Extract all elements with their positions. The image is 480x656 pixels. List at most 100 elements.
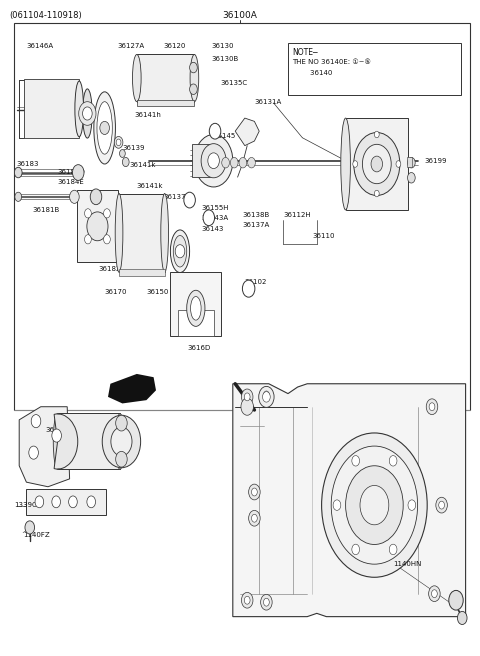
Circle shape	[241, 398, 253, 415]
Circle shape	[114, 136, 123, 148]
Circle shape	[120, 150, 125, 157]
Ellipse shape	[191, 297, 201, 320]
Polygon shape	[235, 118, 259, 146]
Ellipse shape	[161, 194, 168, 272]
Circle shape	[264, 391, 269, 399]
Text: 36146A: 36146A	[26, 43, 54, 49]
Text: 36130: 36130	[211, 43, 234, 49]
Ellipse shape	[341, 118, 350, 210]
Circle shape	[352, 455, 360, 466]
Circle shape	[244, 596, 250, 604]
Text: 36135C: 36135C	[221, 80, 248, 87]
Circle shape	[241, 592, 253, 608]
Circle shape	[104, 235, 110, 244]
Text: 3: 3	[213, 129, 217, 134]
Circle shape	[111, 427, 132, 456]
Circle shape	[261, 594, 272, 610]
Ellipse shape	[75, 81, 84, 137]
Ellipse shape	[97, 102, 112, 154]
Circle shape	[79, 102, 96, 125]
Ellipse shape	[94, 92, 115, 164]
Circle shape	[116, 451, 127, 467]
Ellipse shape	[173, 236, 187, 267]
Circle shape	[116, 415, 127, 431]
Ellipse shape	[83, 89, 92, 138]
Text: 1140HN: 1140HN	[394, 561, 422, 567]
Ellipse shape	[115, 194, 123, 272]
Bar	[77, 190, 118, 262]
Ellipse shape	[116, 413, 124, 470]
Circle shape	[252, 488, 257, 496]
Circle shape	[426, 399, 438, 415]
Text: (061104-110918): (061104-110918)	[10, 11, 83, 20]
Circle shape	[14, 167, 22, 178]
Circle shape	[436, 497, 447, 513]
Text: THE NO 36140E: ①~⑤: THE NO 36140E: ①~⑤	[292, 59, 371, 65]
Circle shape	[102, 415, 141, 468]
Text: 36183: 36183	[17, 161, 39, 167]
Wedge shape	[54, 414, 78, 469]
Circle shape	[84, 209, 91, 218]
Circle shape	[230, 157, 238, 168]
Text: 36140: 36140	[292, 70, 332, 76]
Circle shape	[87, 212, 108, 241]
Text: 36155H: 36155H	[202, 205, 229, 211]
Ellipse shape	[190, 54, 199, 102]
Circle shape	[175, 245, 185, 258]
Circle shape	[104, 209, 110, 218]
Circle shape	[346, 466, 403, 544]
Text: 36127A: 36127A	[118, 43, 145, 49]
Bar	[58, 413, 120, 469]
Text: 36170: 36170	[105, 289, 127, 295]
Text: 36139: 36139	[122, 144, 145, 151]
Circle shape	[249, 484, 260, 500]
Circle shape	[208, 153, 219, 169]
Text: NOTE─: NOTE─	[292, 48, 317, 57]
Circle shape	[429, 586, 440, 602]
Circle shape	[331, 446, 418, 564]
Circle shape	[322, 433, 427, 577]
Polygon shape	[108, 374, 156, 403]
Circle shape	[360, 485, 389, 525]
Circle shape	[25, 521, 35, 534]
Bar	[14, 23, 470, 410]
Circle shape	[333, 500, 341, 510]
Circle shape	[242, 280, 255, 297]
Text: 3616D: 3616D	[187, 344, 210, 351]
Circle shape	[201, 144, 226, 178]
Circle shape	[69, 496, 77, 508]
Text: 4: 4	[188, 197, 192, 203]
Circle shape	[263, 392, 270, 402]
Circle shape	[374, 131, 379, 138]
Circle shape	[408, 500, 416, 510]
Circle shape	[72, 165, 84, 180]
Circle shape	[190, 84, 197, 94]
Circle shape	[87, 496, 96, 508]
Circle shape	[52, 429, 61, 442]
Circle shape	[396, 161, 401, 167]
Text: 36182: 36182	[98, 266, 121, 272]
Bar	[192, 144, 210, 177]
Text: 36102: 36102	[245, 279, 267, 285]
Circle shape	[408, 157, 415, 168]
Bar	[137, 54, 194, 102]
Circle shape	[241, 389, 253, 405]
Text: 36199: 36199	[425, 157, 447, 164]
Text: 36143: 36143	[202, 226, 224, 232]
Circle shape	[248, 157, 255, 168]
Circle shape	[354, 133, 400, 195]
Circle shape	[408, 173, 415, 183]
Text: 1140FZ: 1140FZ	[23, 531, 50, 538]
Circle shape	[264, 598, 269, 606]
Circle shape	[432, 590, 437, 598]
Circle shape	[116, 139, 121, 146]
Bar	[26, 489, 106, 515]
Polygon shape	[233, 384, 466, 617]
Circle shape	[184, 192, 195, 208]
Bar	[119, 269, 165, 276]
Text: 36137B: 36137B	[163, 194, 191, 200]
Circle shape	[35, 496, 44, 508]
Bar	[119, 194, 165, 272]
Polygon shape	[19, 407, 70, 487]
Circle shape	[122, 157, 129, 167]
